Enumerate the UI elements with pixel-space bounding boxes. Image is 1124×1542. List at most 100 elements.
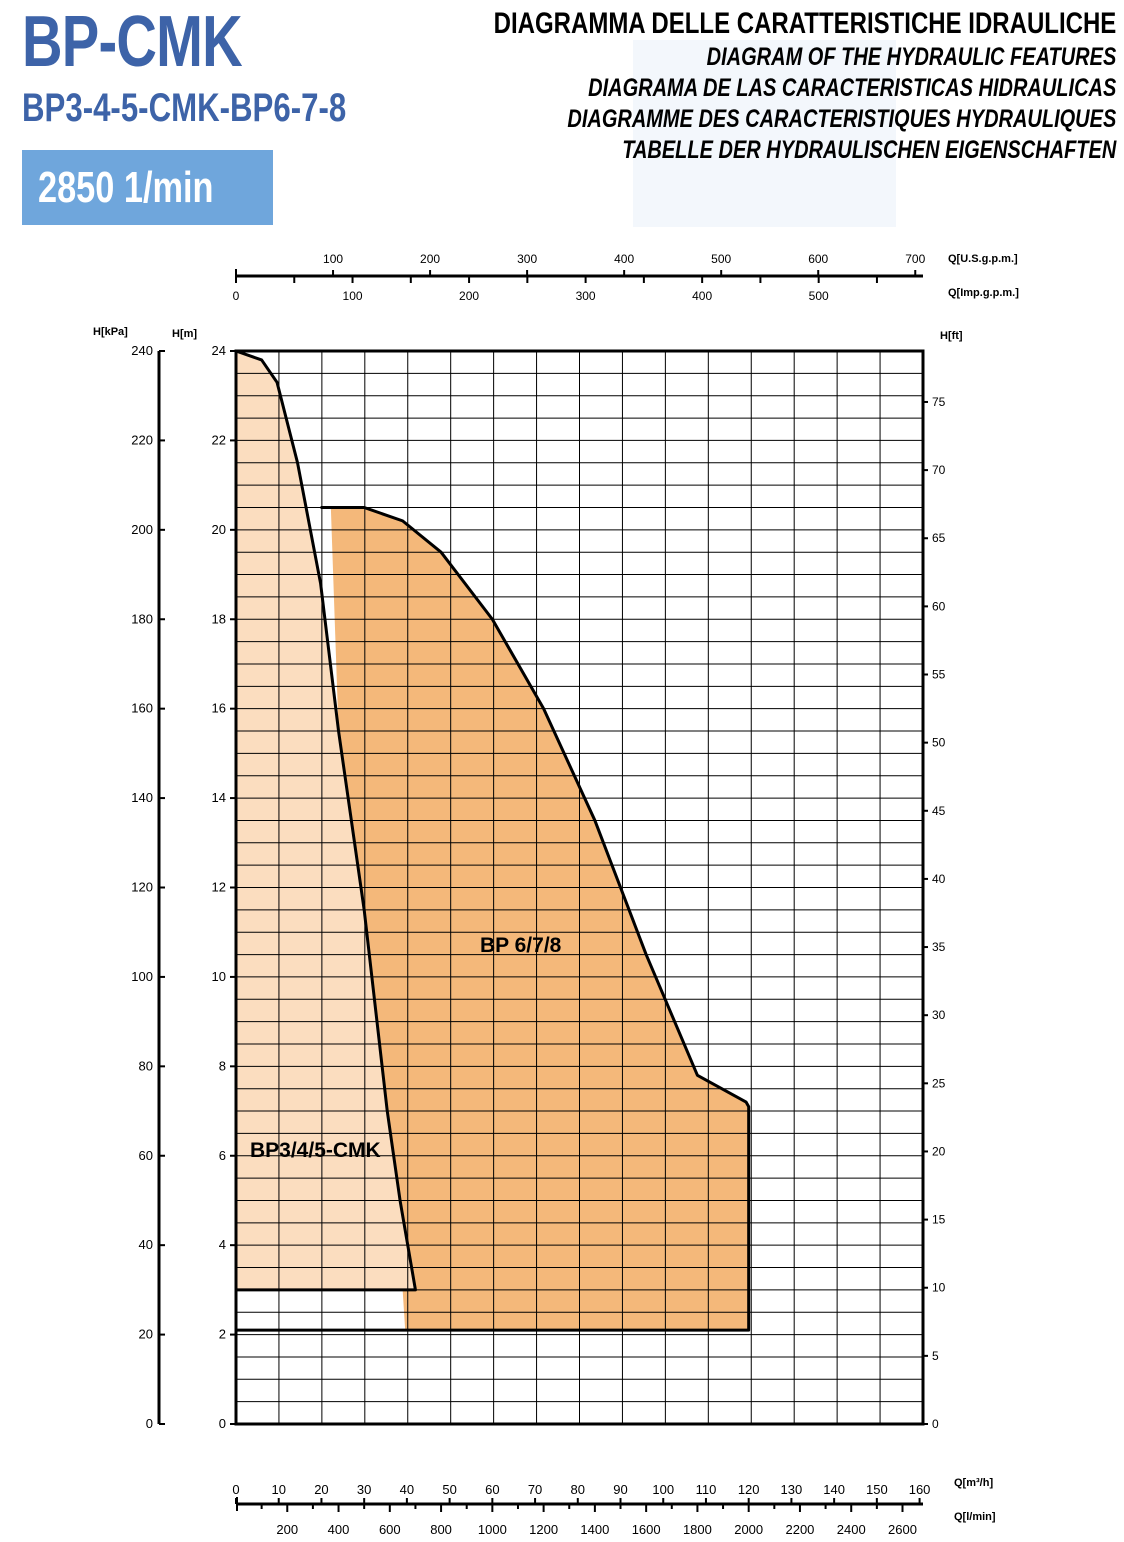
tick-label-ft: 20	[932, 1144, 946, 1158]
tick-label-h-m: 14	[212, 790, 226, 805]
tick-label-h-m: 24	[212, 343, 226, 358]
tick-label-ft: 5	[932, 1349, 939, 1363]
tick-label-ft: 45	[932, 804, 946, 818]
tick-label-h-m: 8	[219, 1058, 226, 1073]
tick-label-kpa: 160	[131, 701, 153, 716]
tick-label-kpa: 60	[139, 1148, 153, 1163]
tick-label-m3h: 140	[823, 1482, 845, 1497]
diagram-title-es: DIAGRAMA DE LAS CARACTERISTICAS HIDRAULI…	[587, 74, 1116, 102]
product-title: BP-CMK	[22, 2, 243, 82]
tick-label-lmin: 2000	[734, 1522, 763, 1537]
tick-label-m3h: 110	[696, 1482, 717, 1497]
tick-label-usgpm: 700	[905, 252, 925, 266]
tick-label-kpa: 80	[139, 1058, 153, 1073]
tick-label-h-m: 10	[212, 969, 226, 984]
axis-label-kpa: H[kPa]	[93, 326, 128, 338]
tick-label-lmin: 2200	[785, 1522, 814, 1537]
tick-label-h-m: 22	[212, 432, 226, 447]
series-label-bp678: BP 6/7/8	[480, 934, 562, 957]
tick-label-lmin: 1000	[478, 1522, 507, 1537]
tick-label-kpa: 220	[131, 432, 153, 447]
axis-label-m3h: Q[m³/h]	[954, 1477, 993, 1489]
tick-label-h-m: 20	[212, 522, 226, 537]
tick-label-ft: 60	[932, 599, 946, 613]
tick-label-kpa: 40	[139, 1237, 153, 1252]
tick-label-kpa: 0	[146, 1416, 153, 1431]
tick-label-m3h: 130	[781, 1482, 803, 1497]
diagram-title-block: DIAGRAMMA DELLE CARATTERISTICHE IDRAULIC…	[338, 6, 1116, 166]
tick-label-lmin: 1400	[580, 1522, 609, 1537]
tick-label-impgpm: 0	[233, 289, 240, 303]
tick-label-impgpm: 500	[809, 289, 829, 303]
diagram-title-en: DIAGRAM OF THE HYDRAULIC FEATURES	[706, 43, 1116, 71]
series-label-bp345: BP3/4/5-CMK	[250, 1139, 381, 1162]
tick-label-ft: 30	[932, 1008, 946, 1022]
axis-label-impgpm: Q[Imp.g.p.m.]	[948, 287, 1019, 299]
tick-label-m3h: 50	[442, 1482, 456, 1497]
tick-label-m3h: 120	[738, 1482, 760, 1497]
tick-label-kpa: 200	[131, 522, 153, 537]
tick-label-lmin: 400	[328, 1522, 350, 1537]
tick-label-ft: 0	[932, 1417, 939, 1431]
tick-label-impgpm: 100	[343, 289, 363, 303]
tick-label-m3h: 60	[485, 1482, 499, 1497]
tick-label-ft: 35	[932, 940, 946, 954]
tick-label-h-m: 0	[219, 1416, 226, 1431]
tick-label-impgpm: 400	[692, 289, 712, 303]
tick-label-ft: 15	[932, 1213, 946, 1227]
tick-label-m3h: 70	[528, 1482, 542, 1497]
product-models: BP3-4-5-CMK-BP6-7-8	[22, 86, 347, 130]
tick-label-impgpm: 200	[459, 289, 479, 303]
tick-label-m3h: 0	[232, 1482, 239, 1497]
tick-label-usgpm: 200	[420, 252, 440, 266]
tick-label-ft: 70	[932, 463, 946, 477]
axis-label-lmin: Q[l/min]	[954, 1511, 996, 1523]
tick-label-lmin: 800	[430, 1522, 452, 1537]
series-area-bp678	[330, 507, 749, 1331]
tick-label-lmin: 200	[276, 1522, 298, 1537]
tick-label-ft: 10	[932, 1281, 946, 1295]
tick-label-h-m: 4	[219, 1237, 226, 1252]
tick-label-lmin: 2600	[888, 1522, 917, 1537]
tick-label-ft: 40	[932, 872, 946, 886]
tick-label-usgpm: 500	[711, 252, 731, 266]
tick-label-h-m: 12	[212, 880, 226, 895]
tick-label-m3h: 100	[652, 1482, 674, 1497]
tick-label-m3h: 10	[271, 1482, 285, 1497]
tick-label-m3h: 80	[571, 1482, 585, 1497]
tick-label-h-m: 16	[212, 701, 226, 716]
tick-label-kpa: 140	[131, 790, 153, 805]
tick-label-h-m: 2	[219, 1327, 226, 1342]
axis-label-h-m: H[m]	[172, 328, 197, 340]
tick-label-usgpm: 600	[808, 252, 828, 266]
speed-label: 2850 1/min	[38, 163, 214, 212]
series-curve-bp678	[236, 505, 751, 1332]
series-curve-bp345	[235, 349, 417, 1292]
tick-label-lmin: 600	[379, 1522, 401, 1537]
speed-badge: 2850 1/min	[22, 150, 273, 225]
tick-label-h-m: 18	[212, 611, 226, 626]
tick-label-kpa: 240	[131, 343, 153, 358]
tick-label-ft: 50	[932, 736, 946, 750]
diagram-title-it: DIAGRAMMA DELLE CARATTERISTICHE IDRAULIC…	[493, 7, 1116, 40]
tick-label-kpa: 100	[131, 969, 153, 984]
tick-label-m3h: 150	[866, 1482, 888, 1497]
heading-panel	[633, 40, 896, 227]
tick-label-lmin: 1600	[632, 1522, 661, 1537]
tick-label-lmin: 1800	[683, 1522, 712, 1537]
axis-label-ft: H[ft]	[940, 330, 963, 342]
diagram-title-de: TABELLE DER HYDRAULISCHEN EIGENSCHAFTEN	[621, 136, 1116, 164]
axis-label-usgpm: Q[U.S.g.p.m.]	[948, 253, 1018, 265]
tick-label-kpa: 120	[131, 880, 153, 895]
tick-label-m3h: 20	[314, 1482, 328, 1497]
tick-label-ft: 25	[932, 1076, 946, 1090]
tick-label-ft: 75	[932, 395, 946, 409]
tick-label-impgpm: 300	[576, 289, 596, 303]
tick-label-m3h: 40	[400, 1482, 414, 1497]
tick-label-ft: 55	[932, 668, 946, 682]
tick-label-usgpm: 300	[517, 252, 537, 266]
tick-label-m3h: 30	[357, 1482, 371, 1497]
tick-label-usgpm: 100	[323, 252, 343, 266]
tick-label-h-m: 6	[219, 1148, 226, 1163]
